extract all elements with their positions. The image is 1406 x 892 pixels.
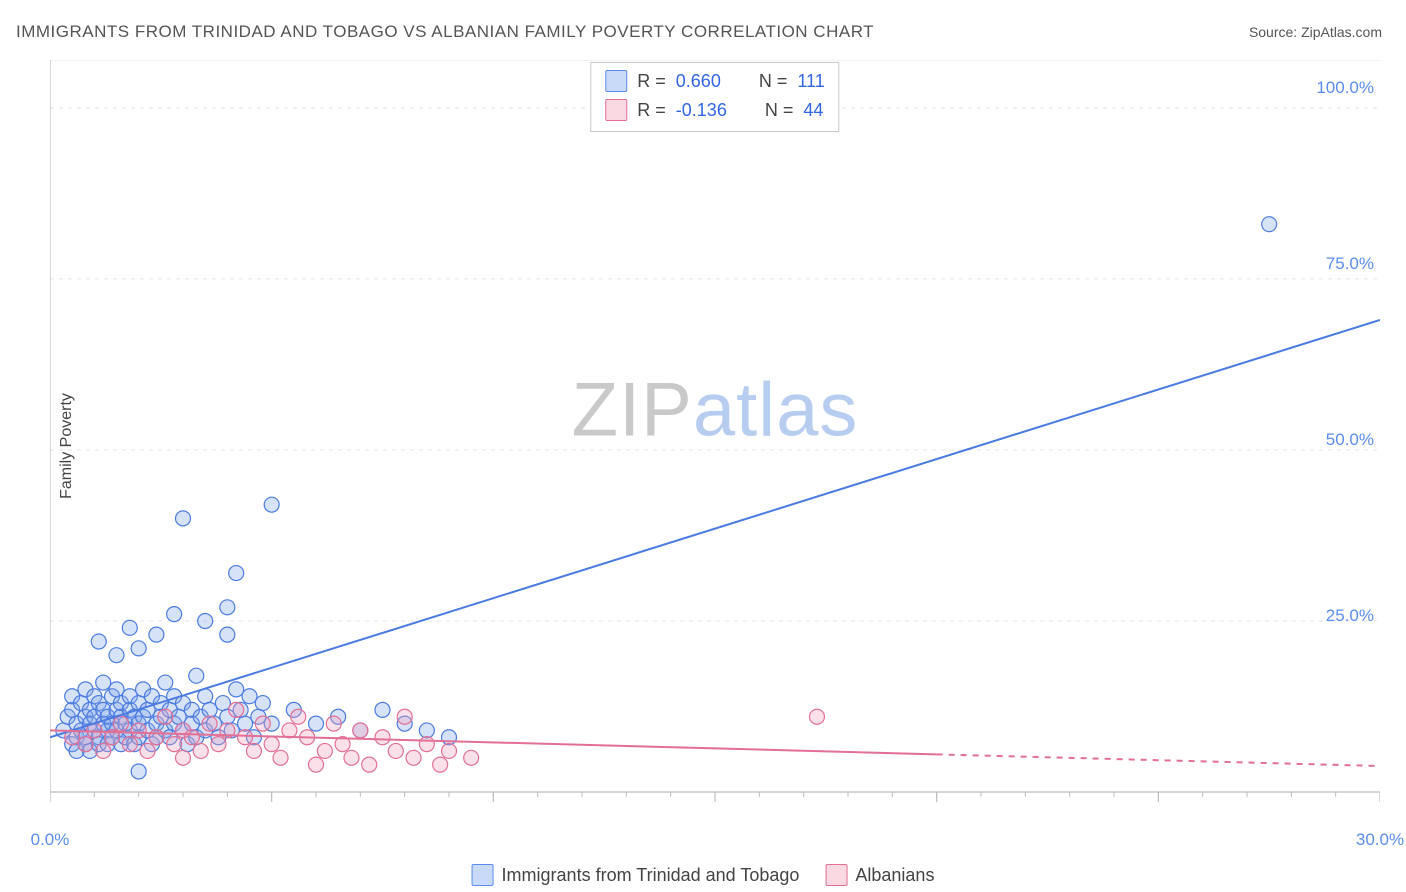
y-tick-label: 50.0% bbox=[1326, 430, 1374, 450]
scatter-chart: R = 0.660 N = 111 R = -0.136 N = 44 ZIPa… bbox=[50, 60, 1380, 820]
swatch-icon bbox=[472, 864, 494, 886]
legend-n-value: 111 bbox=[797, 67, 824, 96]
legend-item-label: Albanians bbox=[855, 865, 934, 886]
legend-n-label: N = bbox=[759, 67, 788, 96]
y-tick-label: 100.0% bbox=[1316, 78, 1374, 98]
legend-item-label: Immigrants from Trinidad and Tobago bbox=[502, 865, 800, 886]
legend-series: Immigrants from Trinidad and Tobago Alba… bbox=[472, 864, 935, 886]
legend-stats: R = 0.660 N = 111 R = -0.136 N = 44 bbox=[590, 62, 839, 132]
y-tick-label: 75.0% bbox=[1326, 254, 1374, 274]
legend-n-value: 44 bbox=[803, 96, 823, 125]
page-title: IMMIGRANTS FROM TRINIDAD AND TOBAGO VS A… bbox=[16, 22, 874, 42]
legend-r-label: R = bbox=[637, 67, 666, 96]
swatch-icon bbox=[605, 70, 627, 92]
legend-n-label: N = bbox=[765, 96, 794, 125]
legend-r-label: R = bbox=[637, 96, 666, 125]
legend-item: Immigrants from Trinidad and Tobago bbox=[472, 864, 800, 886]
y-tick-label: 25.0% bbox=[1326, 606, 1374, 626]
chart-canvas bbox=[50, 60, 1380, 820]
legend-stats-row: R = 0.660 N = 111 bbox=[605, 67, 824, 96]
swatch-icon bbox=[825, 864, 847, 886]
swatch-icon bbox=[605, 99, 627, 121]
x-tick-label: 30.0% bbox=[1356, 830, 1404, 850]
source-attribution: Source: ZipAtlas.com bbox=[1249, 24, 1382, 40]
legend-item: Albanians bbox=[825, 864, 934, 886]
legend-r-value: -0.136 bbox=[676, 96, 727, 125]
x-tick-label: 0.0% bbox=[31, 830, 70, 850]
legend-stats-row: R = -0.136 N = 44 bbox=[605, 96, 824, 125]
legend-r-value: 0.660 bbox=[676, 67, 721, 96]
